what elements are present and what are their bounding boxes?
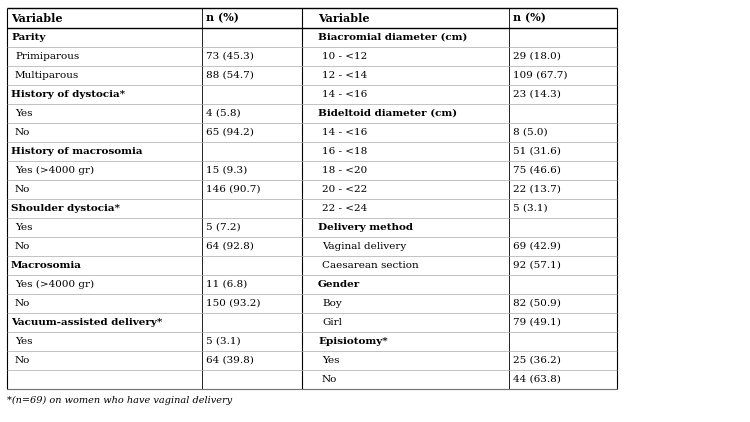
Text: 5 (7.2): 5 (7.2): [206, 223, 241, 232]
Text: 44 (63.8): 44 (63.8): [513, 375, 561, 384]
Text: 150 (93.2): 150 (93.2): [206, 299, 260, 308]
Text: 109 (67.7): 109 (67.7): [513, 71, 568, 80]
Text: Yes: Yes: [15, 337, 32, 346]
Text: 79 (49.1): 79 (49.1): [513, 318, 561, 327]
Text: 88 (54.7): 88 (54.7): [206, 71, 254, 80]
Text: 64 (92.8): 64 (92.8): [206, 242, 254, 251]
Text: No: No: [15, 356, 30, 365]
Text: 23 (14.3): 23 (14.3): [513, 90, 561, 99]
Text: 75 (46.6): 75 (46.6): [513, 166, 561, 175]
Text: Yes (>4000 gr): Yes (>4000 gr): [15, 166, 94, 175]
Text: Variable: Variable: [11, 13, 62, 24]
Text: No: No: [15, 299, 30, 308]
Text: Boy: Boy: [322, 299, 342, 308]
Text: Vacuum-assisted delivery*: Vacuum-assisted delivery*: [11, 318, 162, 327]
Text: 29 (18.0): 29 (18.0): [513, 52, 561, 61]
Text: 14 - <16: 14 - <16: [322, 90, 368, 99]
Text: Parity: Parity: [11, 33, 45, 42]
Text: Yes (>4000 gr): Yes (>4000 gr): [15, 280, 94, 289]
Text: 51 (31.6): 51 (31.6): [513, 147, 561, 156]
Text: No: No: [15, 185, 30, 194]
Text: 10 - <12: 10 - <12: [322, 52, 368, 61]
Text: 14 - <16: 14 - <16: [322, 128, 368, 137]
Text: Yes: Yes: [322, 356, 340, 365]
Text: 11 (6.8): 11 (6.8): [206, 280, 248, 289]
Text: 16 - <18: 16 - <18: [322, 147, 368, 156]
Text: 82 (50.9): 82 (50.9): [513, 299, 561, 308]
Text: Gender: Gender: [318, 280, 360, 289]
Text: No: No: [322, 375, 338, 384]
Text: n (%): n (%): [206, 13, 238, 24]
Text: 8 (5.0): 8 (5.0): [513, 128, 548, 137]
Text: 92 (57.1): 92 (57.1): [513, 261, 561, 270]
Text: Caesarean section: Caesarean section: [322, 261, 419, 270]
Text: 5 (3.1): 5 (3.1): [206, 337, 241, 346]
Text: n (%): n (%): [513, 13, 546, 24]
Text: 12 - <14: 12 - <14: [322, 71, 368, 80]
Text: 73 (45.3): 73 (45.3): [206, 52, 254, 61]
Text: 18 - <20: 18 - <20: [322, 166, 368, 175]
Text: Primiparous: Primiparous: [15, 52, 80, 61]
Text: Variable: Variable: [318, 13, 370, 24]
Text: 146 (90.7): 146 (90.7): [206, 185, 260, 194]
Text: 22 (13.7): 22 (13.7): [513, 185, 561, 194]
Text: 65 (94.2): 65 (94.2): [206, 128, 254, 137]
Text: No: No: [15, 128, 30, 137]
Text: Vaginal delivery: Vaginal delivery: [322, 242, 406, 251]
Text: Macrosomia: Macrosomia: [11, 261, 82, 270]
Text: 25 (36.2): 25 (36.2): [513, 356, 561, 365]
Text: 69 (42.9): 69 (42.9): [513, 242, 561, 251]
Text: 20 - <22: 20 - <22: [322, 185, 368, 194]
Text: Girl: Girl: [322, 318, 342, 327]
Text: 22 - <24: 22 - <24: [322, 204, 368, 213]
Text: Yes: Yes: [15, 109, 32, 118]
Text: History of macrosomia: History of macrosomia: [11, 147, 142, 156]
Text: 4 (5.8): 4 (5.8): [206, 109, 241, 118]
Text: History of dystocia*: History of dystocia*: [11, 90, 125, 99]
Text: 15 (9.3): 15 (9.3): [206, 166, 248, 175]
Text: Delivery method: Delivery method: [318, 223, 413, 232]
Text: Episiotomy*: Episiotomy*: [318, 337, 388, 346]
Text: Shoulder dystocia*: Shoulder dystocia*: [11, 204, 120, 213]
Text: Bideltoid diameter (cm): Bideltoid diameter (cm): [318, 109, 457, 118]
Text: Yes: Yes: [15, 223, 32, 232]
Text: 64 (39.8): 64 (39.8): [206, 356, 254, 365]
Text: Biacromial diameter (cm): Biacromial diameter (cm): [318, 33, 467, 42]
Text: Multiparous: Multiparous: [15, 71, 80, 80]
Text: 5 (3.1): 5 (3.1): [513, 204, 548, 213]
Text: No: No: [15, 242, 30, 251]
Text: *(n=69) on women who have vaginal delivery: *(n=69) on women who have vaginal delive…: [7, 396, 232, 405]
